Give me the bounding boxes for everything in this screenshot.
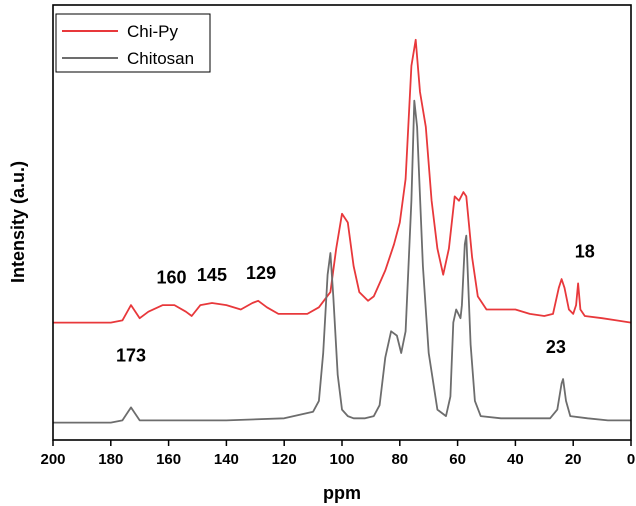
x-tick-label: 80 [391,451,408,468]
x-tick-label: 0 [627,451,635,468]
x-tick-label: 120 [272,451,297,468]
peak-label: 129 [246,263,276,283]
peak-label: 23 [546,337,566,357]
x-tick-label: 200 [40,451,65,468]
legend-label-chi-py: Chi-Py [127,22,179,41]
x-tick-label: 180 [98,451,123,468]
peak-label: 18 [575,241,595,261]
peak-annotations: 173 160 145 129 23 18 [116,241,595,365]
series-layer [53,38,632,424]
x-tick-label: 140 [214,451,239,468]
y-axis-title: Intensity (a.u.) [8,161,28,283]
x-tick-label: 100 [329,451,354,468]
legend: Chi-Py Chitosan [55,13,211,73]
x-tick-label: 160 [156,451,181,468]
x-tick-label: 60 [449,451,466,468]
series-line-chitosan [53,99,631,424]
x-tick-label: 20 [565,451,582,468]
x-axis: 200 180 160 140 120 100 80 60 40 20 0 [40,440,635,468]
x-axis-title: ppm [323,483,361,503]
x-tick-label: 40 [507,451,524,468]
legend-box [55,13,211,73]
series-line-chi-py [53,38,632,324]
peak-label: 145 [197,265,227,285]
legend-label-chitosan: Chitosan [127,49,194,68]
peak-label: 173 [116,346,146,366]
peak-label: 160 [156,267,186,287]
